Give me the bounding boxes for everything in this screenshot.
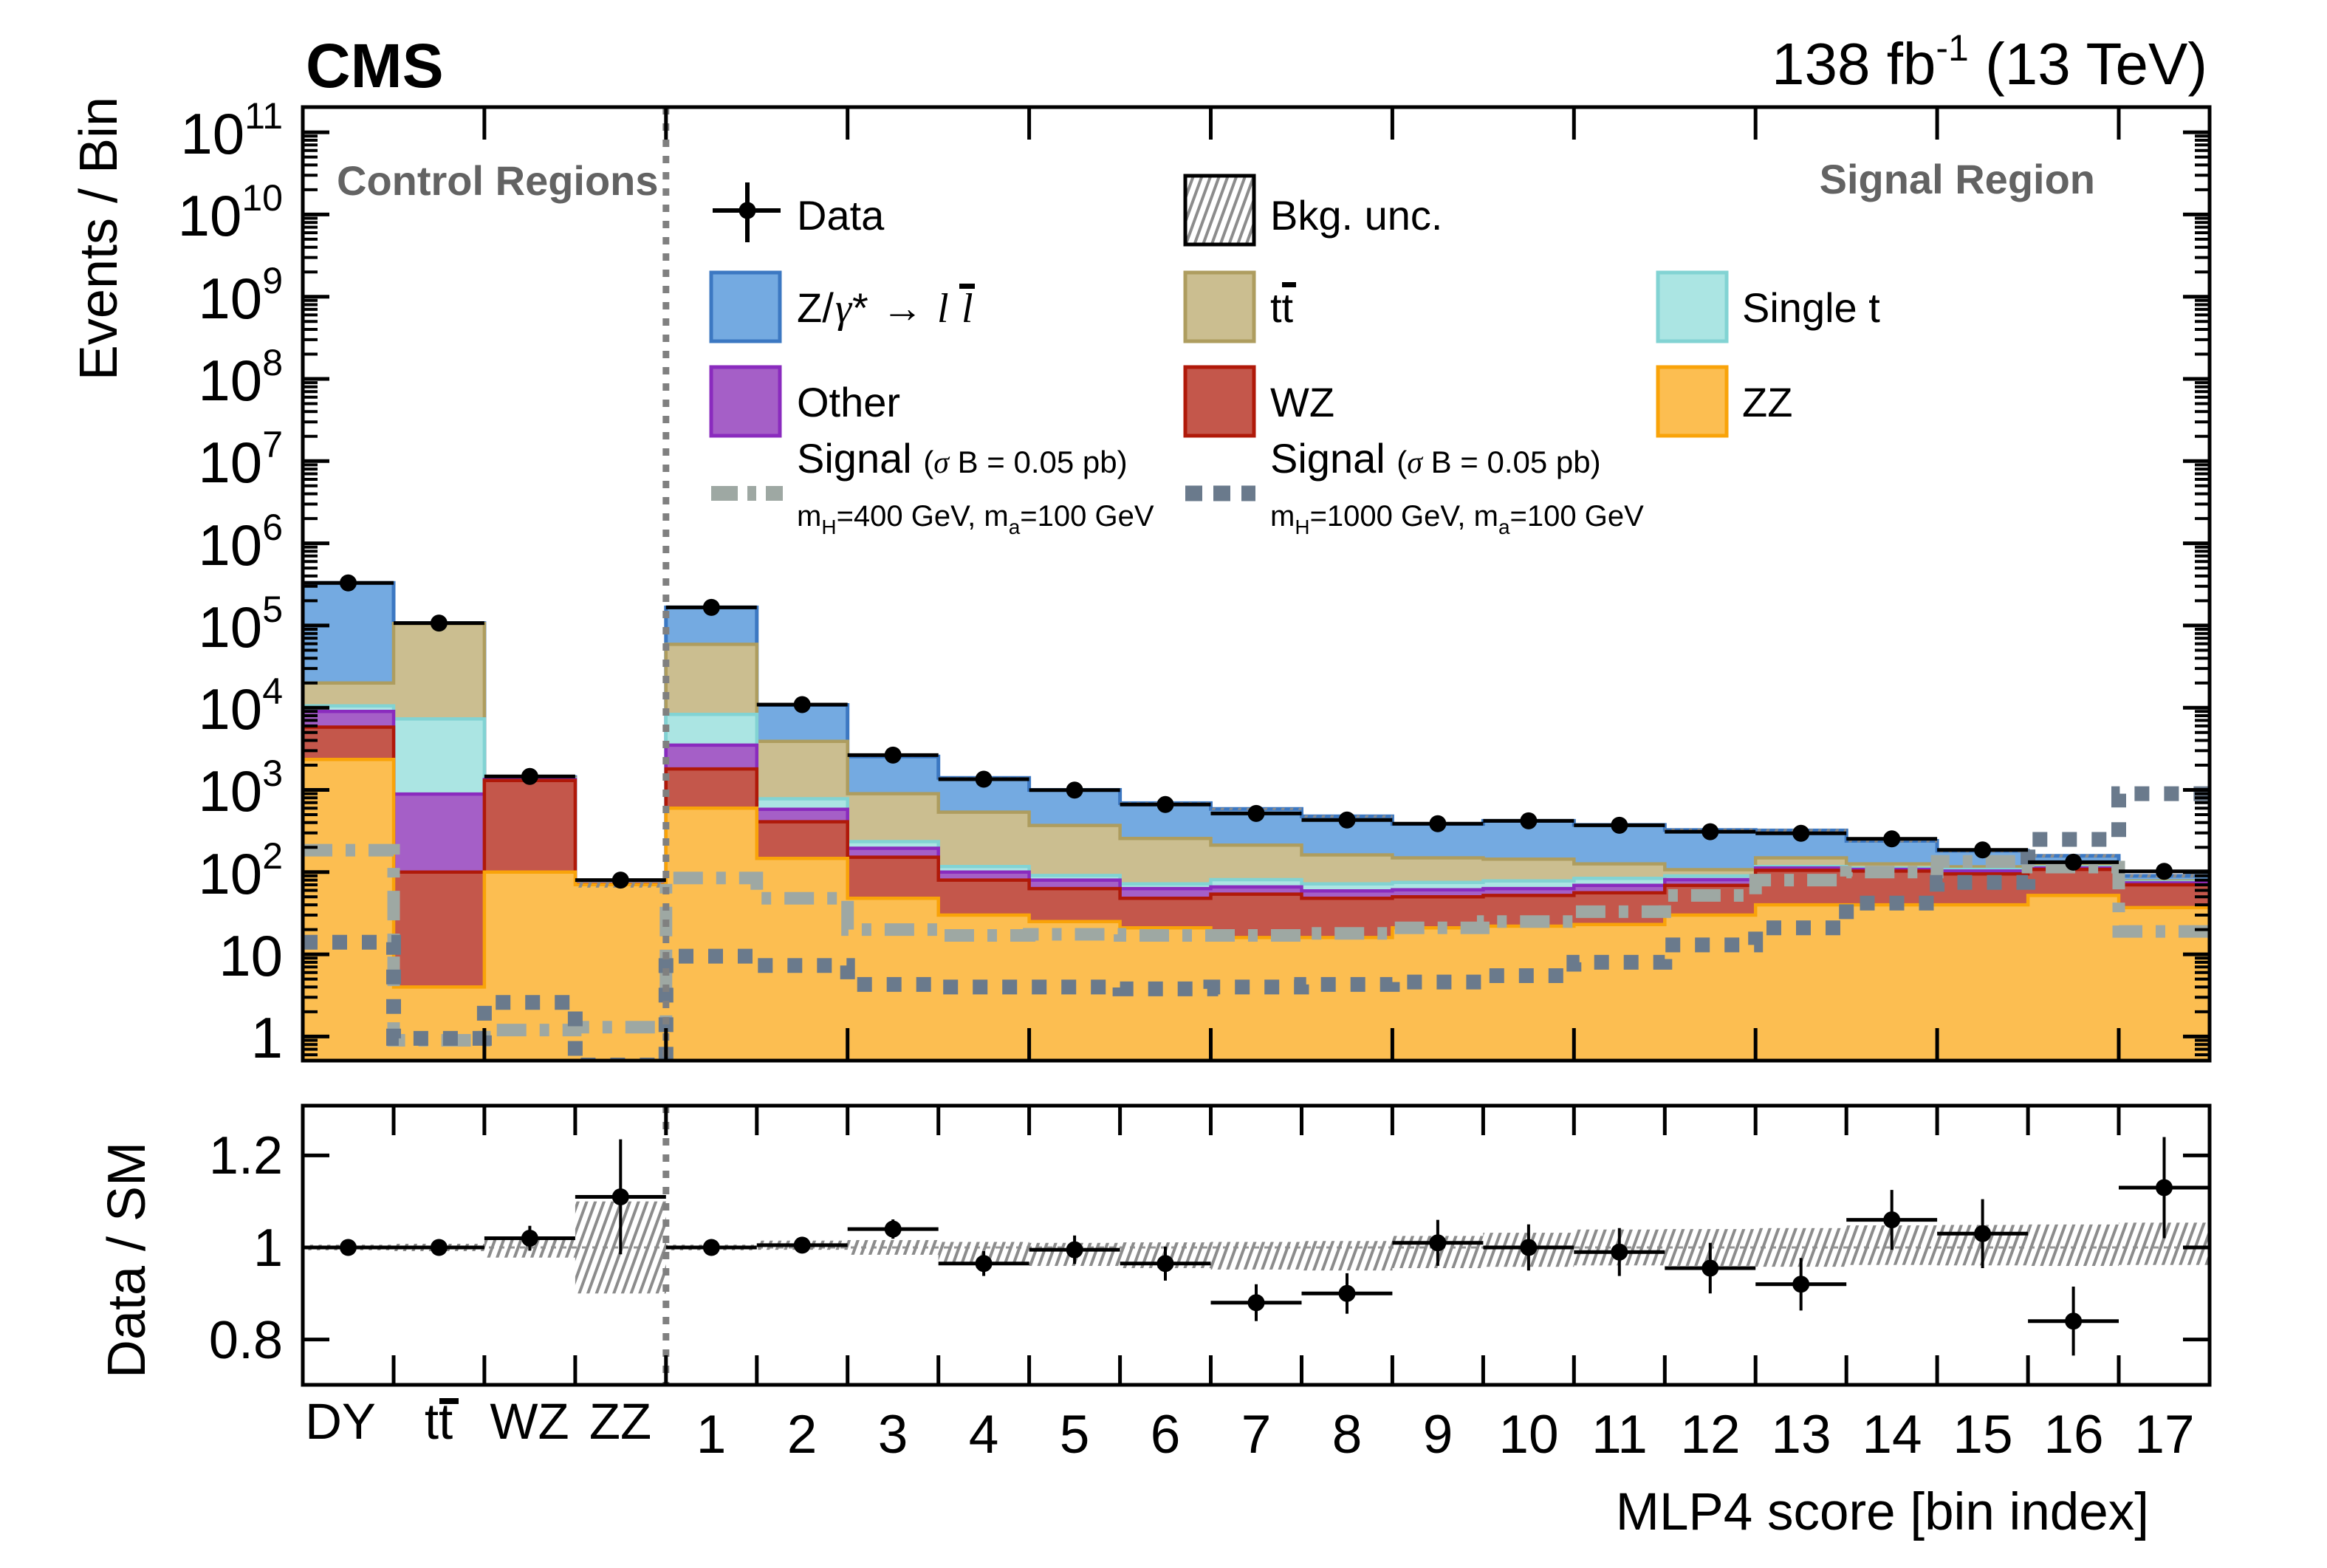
svg-text:WZ: WZ bbox=[490, 1393, 569, 1450]
svg-text:13: 13 bbox=[1771, 1405, 1831, 1465]
svg-text:12: 12 bbox=[1680, 1405, 1740, 1465]
svg-text:Data / SM: Data / SM bbox=[97, 1142, 157, 1378]
svg-text:Signal (σ B = 0.05 pb): Signal (σ B = 0.05 pb) bbox=[797, 435, 1128, 482]
svg-text:11: 11 bbox=[1591, 1405, 1648, 1465]
svg-text:Data: Data bbox=[797, 192, 885, 239]
svg-text:1: 1 bbox=[696, 1405, 727, 1465]
svg-text:tt: tt bbox=[1270, 284, 1294, 331]
svg-text:6: 6 bbox=[1151, 1405, 1181, 1465]
svg-text:Signal Region: Signal Region bbox=[1820, 156, 2095, 202]
svg-text:3: 3 bbox=[878, 1405, 908, 1465]
svg-text:→: → bbox=[882, 284, 923, 331]
svg-text:MLP4 score [bin index]: MLP4 score [bin index] bbox=[1616, 1483, 2149, 1541]
svg-text:WZ: WZ bbox=[1270, 379, 1334, 425]
svg-text:DY: DY bbox=[305, 1393, 376, 1450]
svg-text:γ: γ bbox=[835, 286, 853, 332]
svg-text:15: 15 bbox=[1953, 1405, 2012, 1465]
svg-text:ZZ: ZZ bbox=[1742, 379, 1792, 425]
svg-text:1.2: 1.2 bbox=[209, 1126, 283, 1185]
svg-text:9: 9 bbox=[1423, 1405, 1453, 1465]
svg-text:Bkg. unc.: Bkg. unc. bbox=[1270, 192, 1442, 239]
svg-text:ZZ: ZZ bbox=[589, 1393, 651, 1450]
svg-text:mH=1000 GeV, ma=100 GeV: mH=1000 GeV, ma=100 GeV bbox=[1270, 500, 1644, 538]
svg-text:Single t: Single t bbox=[1742, 284, 1880, 331]
svg-text:Other: Other bbox=[797, 379, 900, 425]
svg-text:10: 10 bbox=[219, 923, 283, 988]
svg-text:l: l bbox=[962, 286, 973, 332]
svg-text:7: 7 bbox=[1241, 1405, 1272, 1465]
svg-text:1: 1 bbox=[251, 1005, 283, 1070]
svg-text:138 fb-1 (13 TeV): 138 fb-1 (13 TeV) bbox=[1772, 27, 2207, 97]
svg-text:*: * bbox=[852, 284, 868, 331]
svg-text:Events / Bin: Events / Bin bbox=[69, 97, 128, 380]
svg-text:8: 8 bbox=[1332, 1405, 1363, 1465]
svg-text:mH=400 GeV, ma=100 GeV: mH=400 GeV, ma=100 GeV bbox=[797, 500, 1154, 538]
svg-text:2: 2 bbox=[787, 1405, 818, 1465]
svg-text:0.8: 0.8 bbox=[209, 1311, 283, 1370]
svg-text:Z/: Z/ bbox=[797, 284, 834, 331]
svg-text:104: 104 bbox=[198, 671, 283, 742]
svg-text:10: 10 bbox=[1498, 1405, 1558, 1465]
svg-text:5: 5 bbox=[1060, 1405, 1090, 1465]
svg-text:17: 17 bbox=[2134, 1405, 2194, 1465]
svg-text:Control Regions: Control Regions bbox=[337, 157, 659, 204]
svg-text:l: l bbox=[937, 286, 949, 332]
svg-text:108: 108 bbox=[198, 342, 283, 413]
svg-text:16: 16 bbox=[2043, 1405, 2103, 1465]
svg-text:CMS: CMS bbox=[306, 31, 444, 100]
svg-text:14: 14 bbox=[1862, 1405, 1922, 1465]
svg-text:4: 4 bbox=[969, 1405, 999, 1465]
svg-text:1: 1 bbox=[253, 1219, 283, 1278]
